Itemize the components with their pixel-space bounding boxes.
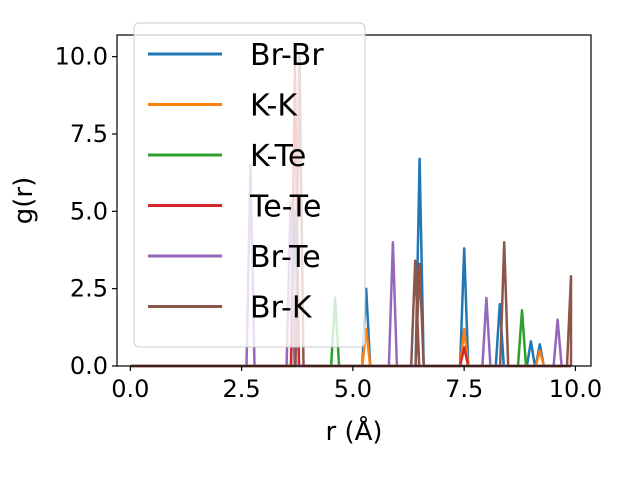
y-tick-label: 5.0: [70, 197, 108, 225]
y-tick-label: 2.5: [70, 275, 108, 303]
y-axis: 0.0 2.5 5.0 7.5 10.0: [55, 43, 117, 380]
x-axis: 0.0 2.5 5.0 7.5 10.0: [111, 366, 602, 403]
y-tick-label: 10.0: [55, 43, 108, 71]
y-tick-label: 7.5: [70, 120, 108, 148]
y-tick-label: 0.0: [70, 352, 108, 380]
legend-label: Br-K: [250, 291, 313, 326]
legend-label: Br-Te: [250, 240, 321, 275]
x-tick-label: 0.0: [111, 375, 149, 403]
x-tick-label: 2.5: [223, 375, 261, 403]
legend: Br-Br K-K K-Te Te-Te Br-Te Br-K: [133, 22, 366, 348]
x-axis-label: r (Å): [325, 415, 382, 447]
x-tick-label: 10.0: [549, 375, 602, 403]
x-tick-label: 7.5: [445, 375, 483, 403]
legend-label: Br-Br: [250, 38, 324, 73]
x-tick-label: 5.0: [334, 375, 372, 403]
y-axis-label: g(r): [9, 177, 39, 224]
legend-label: K-K: [250, 89, 298, 124]
legend-label: K-Te: [250, 139, 306, 174]
legend-label: Te-Te: [249, 190, 321, 225]
